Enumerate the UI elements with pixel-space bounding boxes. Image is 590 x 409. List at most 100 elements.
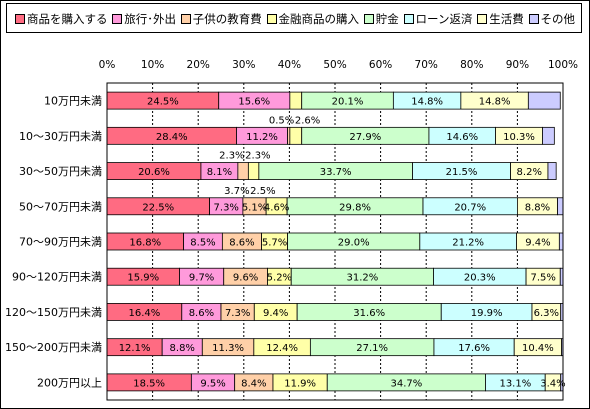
data-label: 9.6% (233, 273, 258, 284)
data-label: 15.6% (238, 97, 270, 108)
data-label: 17.6% (458, 343, 490, 354)
category-label: 30～50万円未満 (19, 165, 102, 178)
data-label: 7.3% (225, 308, 250, 319)
data-label: 14.8% (479, 97, 511, 108)
data-label: 11.9% (284, 378, 316, 389)
data-label: 15.9% (127, 273, 159, 284)
data-label: 8.8% (525, 202, 550, 213)
data-label: 9.4% (525, 238, 550, 249)
legend-label: 旅行･外出 (124, 12, 176, 26)
data-label: 5.7% (262, 238, 287, 249)
data-label: 33.7% (320, 167, 352, 178)
data-label: 31.6% (353, 308, 385, 319)
x-tick-label: 20% (187, 59, 210, 71)
legend-swatch (477, 14, 488, 24)
data-label: 9.4% (263, 308, 288, 319)
category-label: 120～150万円未満 (5, 306, 102, 319)
legend-label: ローン返済 (415, 12, 473, 26)
category-label: 10～30万円未満 (19, 130, 102, 143)
category-label: 90～120万円未満 (12, 271, 102, 284)
data-label: 2.6% (295, 115, 320, 126)
data-label: 20.1% (332, 97, 364, 108)
data-label: 4.6% (264, 202, 289, 213)
data-label: 22.5% (142, 202, 174, 213)
x-tick-label: 0% (99, 59, 116, 71)
bar-segment (289, 91, 303, 110)
data-label: 8.5% (190, 238, 215, 249)
data-label: 12.1% (119, 343, 151, 354)
data-label: 13.1% (499, 378, 531, 389)
legend-swatch (528, 14, 539, 24)
bar-segment (527, 91, 561, 110)
category-label: 150～200万円未満 (5, 341, 102, 354)
data-label: 9.7% (189, 273, 214, 284)
data-label: 2.5% (250, 186, 275, 197)
legend-swatch (180, 14, 191, 24)
data-label: 8.6% (229, 238, 254, 249)
data-label: 24.5% (147, 97, 179, 108)
data-label: 8.4% (241, 378, 266, 389)
bar-segment (247, 162, 260, 180)
data-label: 18.5% (133, 378, 165, 389)
data-label: 21.5% (446, 167, 478, 178)
data-label: 3.4% (540, 378, 565, 389)
data-label: 14.8% (411, 97, 443, 108)
bar-segment (289, 126, 303, 145)
data-label: 27.1% (356, 343, 388, 354)
data-label: 0.5% (269, 115, 294, 126)
legend-label: 生活費 (489, 12, 524, 26)
data-label: 11.3% (212, 343, 244, 354)
x-tick-label: 70% (415, 59, 438, 71)
legend-item: その他 (528, 12, 575, 26)
data-label: 31.2% (346, 273, 378, 284)
category-label: 70～90万円未満 (19, 236, 102, 249)
data-label: 14.6% (446, 132, 478, 143)
data-label: 27.9% (349, 132, 381, 143)
data-label: 16.8% (129, 238, 161, 249)
legend-swatch (112, 14, 123, 24)
x-tick-label: 80% (460, 59, 483, 71)
data-label: 8.2% (517, 167, 542, 178)
data-label: 7.3% (214, 202, 239, 213)
data-label: 20.7% (454, 202, 486, 213)
x-tick-label: 10% (141, 59, 164, 71)
data-label: 19.9% (471, 308, 503, 319)
data-label: 11.2% (246, 132, 278, 143)
category-label: 200万円以上 (37, 376, 102, 389)
data-label: 3.7% (224, 186, 249, 197)
x-tick-label: 60% (369, 59, 392, 71)
data-label: 6.3% (534, 308, 559, 319)
bar-segment (547, 162, 557, 180)
data-label: 12.4% (266, 343, 298, 354)
legend-label: 金融商品の購入 (278, 12, 360, 26)
bar-segment (558, 232, 564, 251)
data-label: 21.2% (452, 238, 484, 249)
data-label: 2.3% (219, 151, 244, 162)
data-label: 20.6% (138, 167, 170, 178)
data-label: 16.4% (129, 308, 161, 319)
legend-item: ローン返済 (403, 12, 473, 26)
x-tick-label: 100% (548, 59, 578, 71)
data-label: 9.5% (200, 378, 225, 389)
data-label: 7.5% (530, 273, 555, 284)
data-label: 5.1% (242, 202, 267, 213)
x-tick-label: 30% (232, 59, 255, 71)
legend-swatch (15, 14, 25, 24)
legend-swatch (266, 14, 277, 24)
data-label: 29.0% (338, 238, 370, 249)
legend-item: 子供の教育費 (180, 12, 262, 26)
bar-segment (542, 126, 555, 145)
data-label: 10.3% (503, 132, 535, 143)
x-tick-label: 50% (323, 59, 346, 71)
data-label: 29.8% (339, 202, 371, 213)
data-label: 8.8% (170, 343, 195, 354)
data-label: 28.4% (156, 132, 188, 143)
x-tick-label: 90% (506, 59, 529, 71)
legend-item: 生活費 (477, 12, 524, 26)
category-label: 50～70万円未満 (19, 200, 102, 213)
legend-item: 商品を購入する (15, 12, 108, 26)
legend-item: 旅行･外出 (112, 12, 176, 26)
category-label: 10万円未満 (44, 95, 102, 108)
legend-label: 貯金 (375, 12, 399, 26)
